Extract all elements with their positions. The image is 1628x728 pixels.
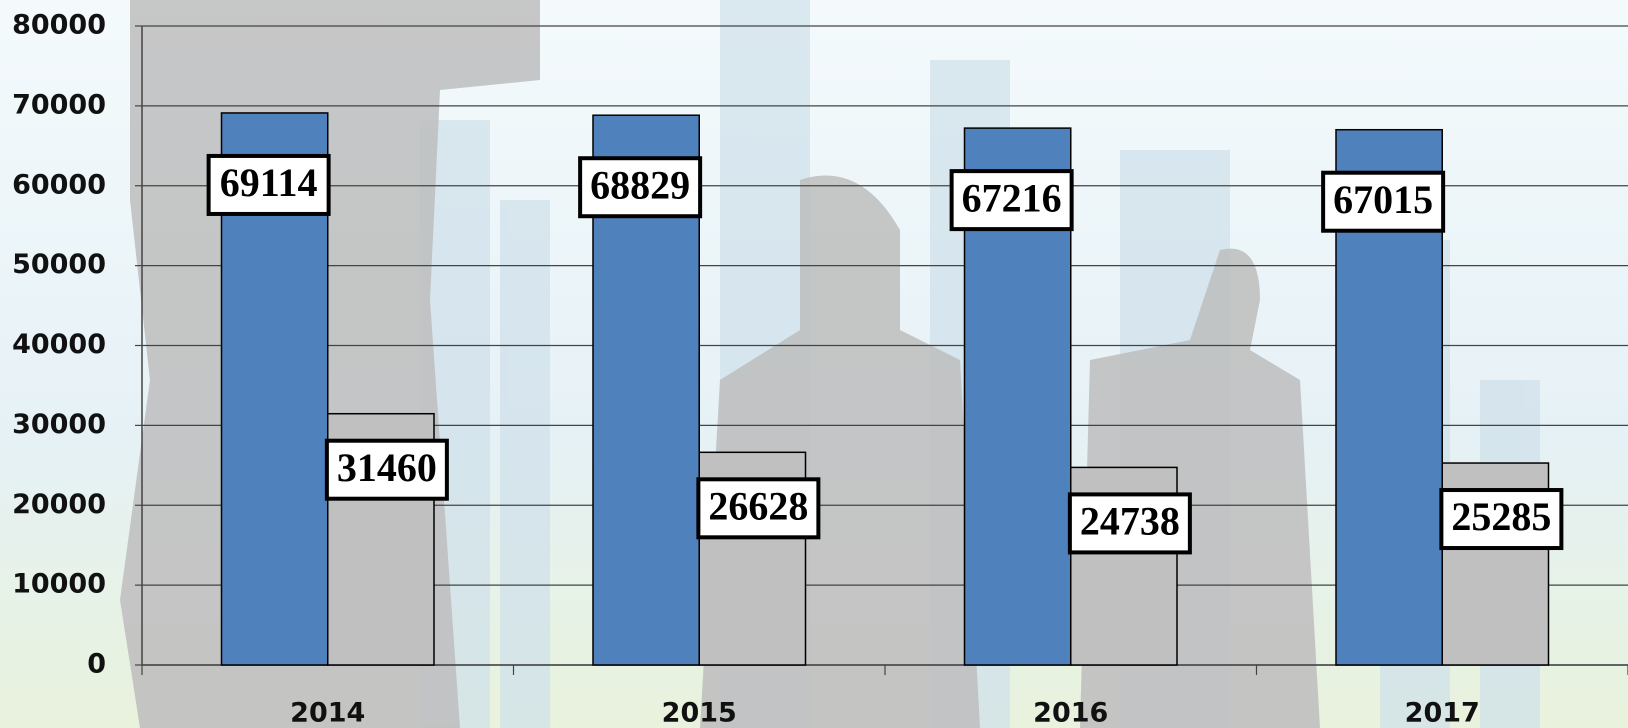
y-tick-label: 10000: [12, 569, 106, 600]
x-tick-label: 2017: [1405, 698, 1480, 728]
value-label: 24738: [1080, 499, 1180, 544]
value-label-box: [1321, 170, 1446, 233]
y-tick-label: 30000: [12, 409, 106, 440]
value-label: 26628: [708, 483, 808, 528]
value-label: 67216: [962, 175, 1062, 220]
y-tick-label: 80000: [12, 10, 106, 41]
value-label: 68829: [590, 162, 690, 207]
x-tick-label: 2015: [662, 698, 737, 728]
value-label-box: [949, 169, 1074, 232]
x-tick-label: 2014: [290, 698, 365, 728]
y-tick-label: 20000: [12, 489, 106, 520]
y-tick-label: 40000: [12, 329, 106, 360]
y-tick-label: 50000: [12, 249, 106, 280]
value-label-box: [324, 438, 449, 501]
value-label: 69114: [220, 160, 318, 205]
value-label: 31460: [337, 445, 437, 490]
y-tick-label: 0: [87, 649, 106, 680]
value-label-box: [696, 477, 821, 540]
value-label-box: [578, 156, 703, 219]
value-label-box: [1067, 492, 1192, 555]
value-label: 25285: [1451, 494, 1551, 539]
y-tick-label: 60000: [12, 169, 106, 200]
value-label-box: [1439, 488, 1564, 551]
value-label-box: [206, 153, 331, 216]
value-label: 67015: [1333, 177, 1433, 222]
x-tick-label: 2016: [1033, 698, 1108, 728]
y-tick-label: 70000: [12, 89, 106, 120]
